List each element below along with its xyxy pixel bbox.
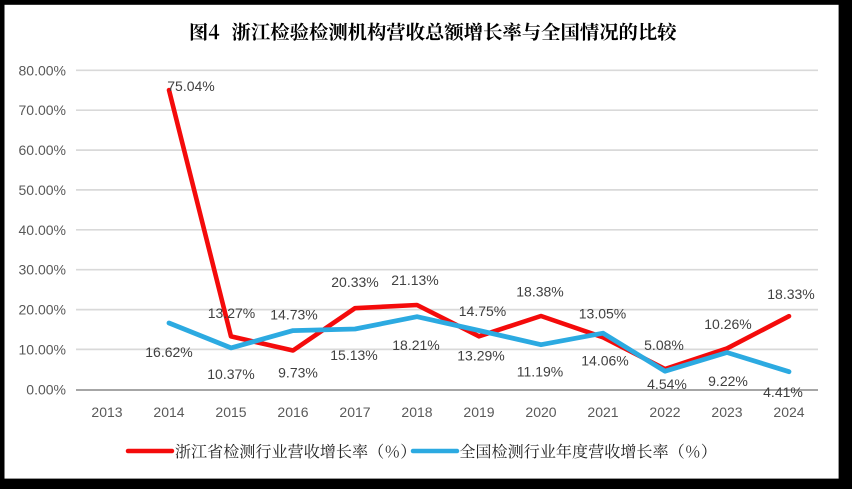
svg-text:2024: 2024 [773,404,804,420]
svg-text:18.38%: 18.38% [516,284,563,300]
svg-text:16.62%: 16.62% [145,344,192,360]
svg-text:10.00%: 10.00% [19,341,66,357]
svg-text:20.33%: 20.33% [331,274,378,290]
svg-text:2019: 2019 [463,404,494,420]
svg-text:2020: 2020 [525,404,556,420]
svg-text:2015: 2015 [215,404,246,420]
svg-text:80.00%: 80.00% [19,62,66,78]
svg-text:2021: 2021 [587,404,618,420]
svg-text:2016: 2016 [277,404,308,420]
svg-text:2022: 2022 [649,404,680,420]
svg-text:2017: 2017 [339,404,370,420]
svg-text:2018: 2018 [401,404,432,420]
svg-text:13.05%: 13.05% [579,306,626,322]
svg-text:21.13%: 21.13% [391,272,438,288]
svg-text:4.54%: 4.54% [647,376,687,392]
svg-text:60.00%: 60.00% [19,142,66,158]
svg-text:11.19%: 11.19% [517,364,563,380]
svg-text:50.00%: 50.00% [19,182,66,198]
svg-text:2023: 2023 [711,404,742,420]
svg-text:70.00%: 70.00% [19,102,66,118]
svg-text:13.27%: 13.27% [208,305,255,321]
svg-text:30.00%: 30.00% [19,262,66,278]
svg-text:2013: 2013 [91,404,122,420]
svg-text:15.13%: 15.13% [330,347,377,363]
svg-text:9.22%: 9.22% [708,373,748,389]
svg-text:13.29%: 13.29% [457,348,504,364]
svg-text:10.37%: 10.37% [207,366,254,382]
svg-text:9.73%: 9.73% [278,365,318,381]
svg-text:0.00%: 0.00% [26,381,66,397]
svg-text:2014: 2014 [153,404,184,420]
svg-text:18.33%: 18.33% [767,286,814,302]
svg-text:18.21%: 18.21% [392,337,439,353]
svg-text:10.26%: 10.26% [704,316,751,332]
svg-text:5.08%: 5.08% [644,337,684,353]
svg-text:40.00%: 40.00% [19,222,66,238]
svg-text:14.75%: 14.75% [459,303,506,319]
svg-text:14.73%: 14.73% [270,307,317,323]
svg-text:20.00%: 20.00% [19,302,66,318]
svg-text:4.41%: 4.41% [763,384,803,400]
svg-text:75.04%: 75.04% [167,78,214,94]
svg-text:14.06%: 14.06% [581,353,628,369]
